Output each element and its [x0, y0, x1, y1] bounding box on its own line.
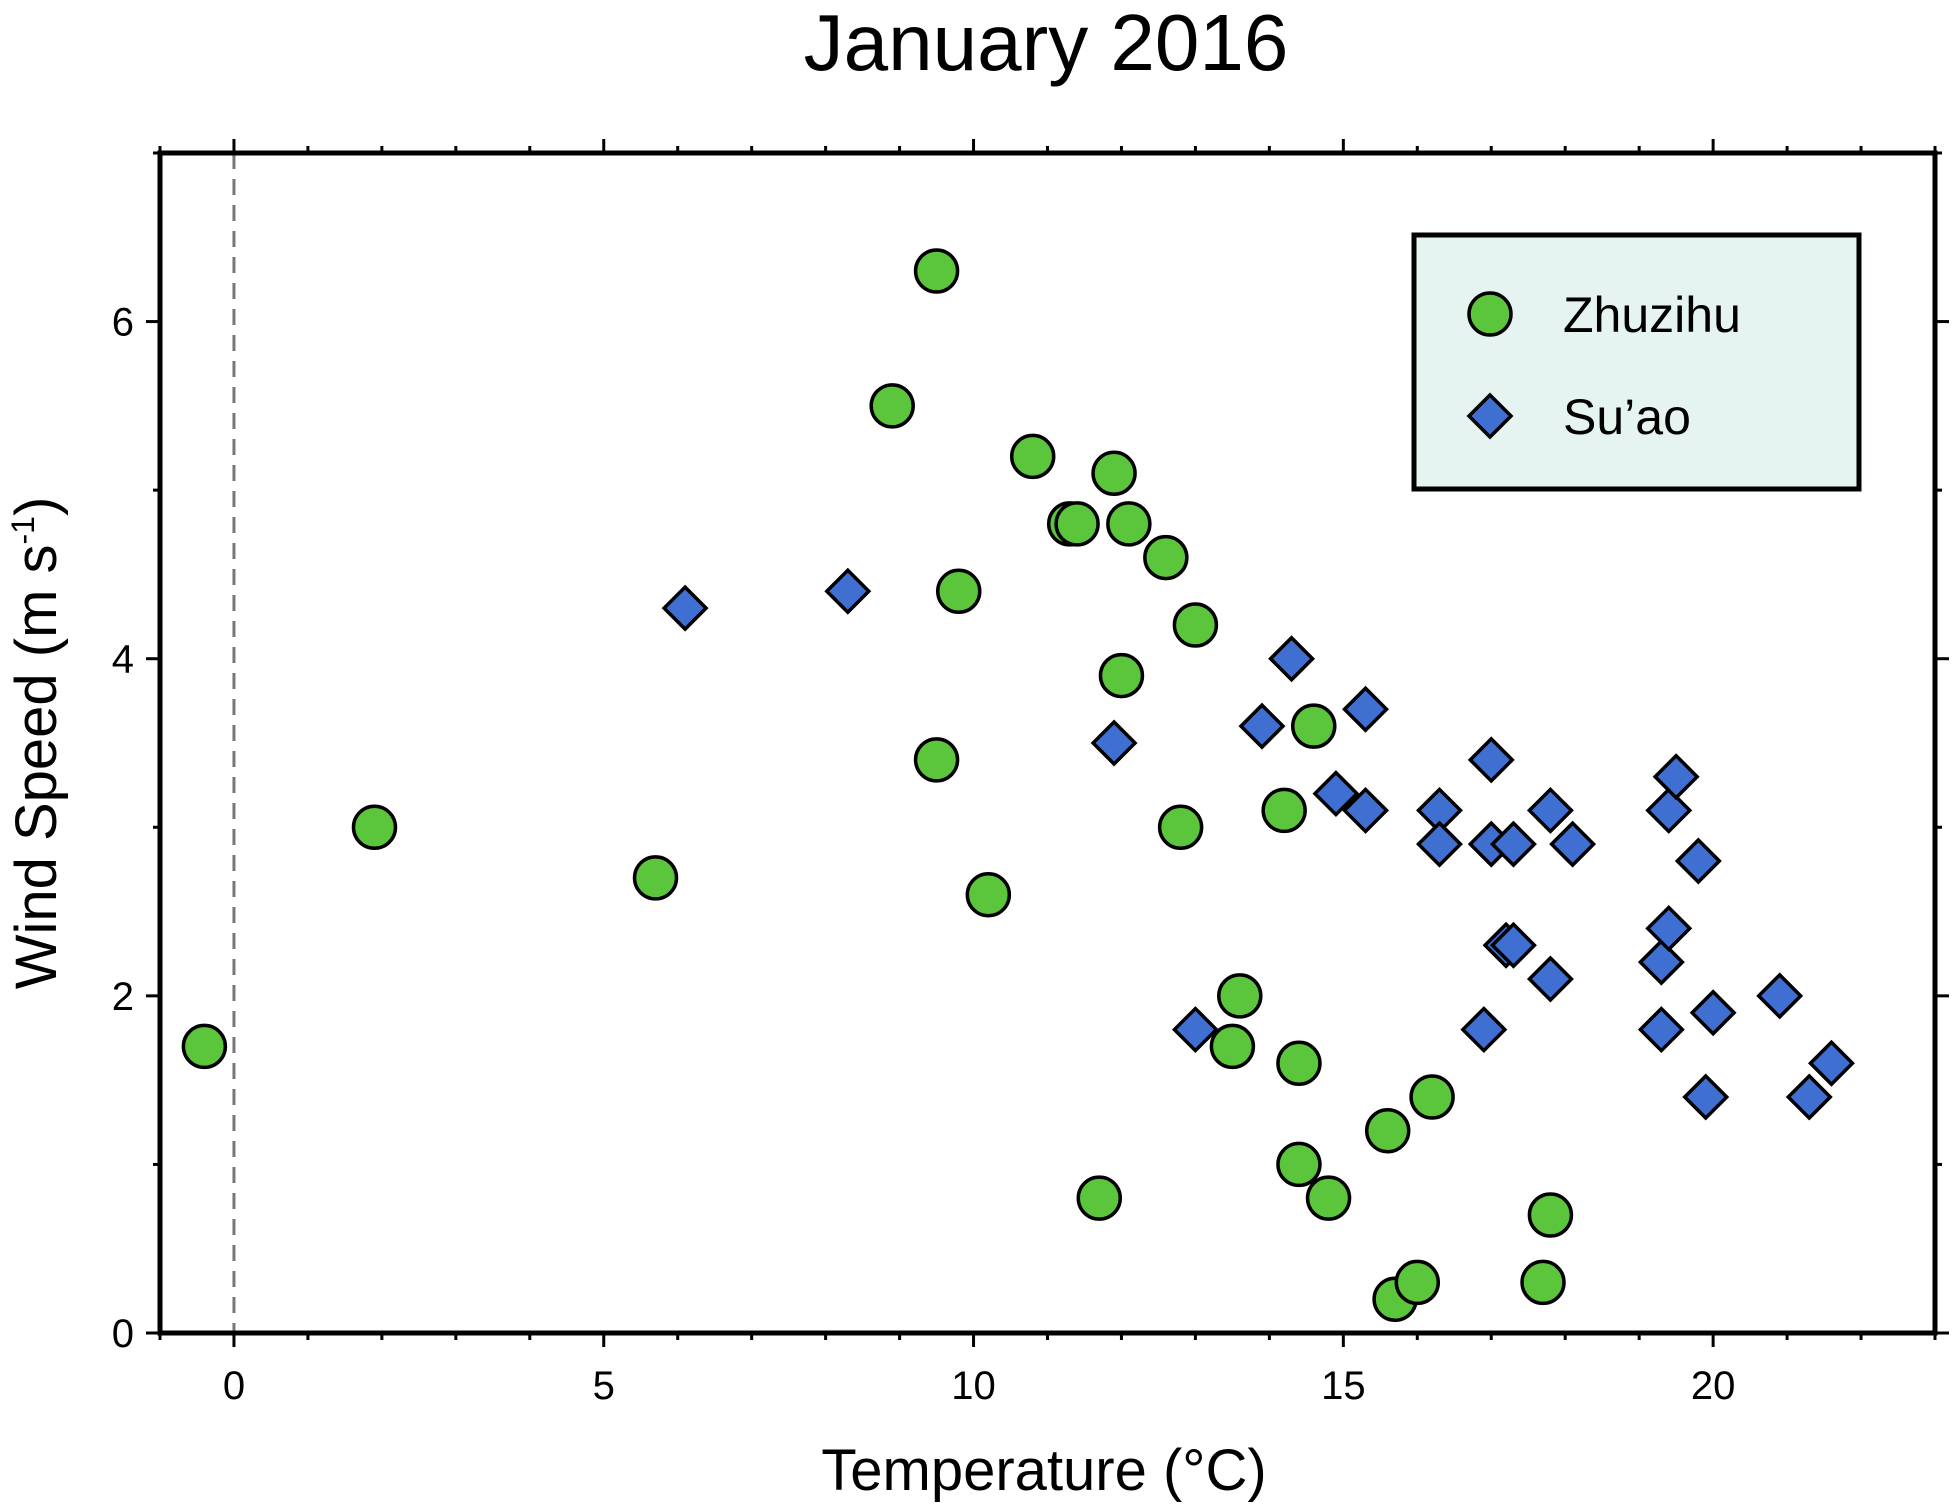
- x-tick-label: 20: [1691, 1364, 1736, 1408]
- legend-label: Su’ao: [1563, 389, 1691, 445]
- y-tick-labels: 0 2 4 6: [112, 301, 134, 1356]
- suao-point: [1460, 1006, 1508, 1054]
- suao-point: [824, 567, 872, 615]
- zhuzihu-point: [1291, 703, 1337, 749]
- chart-title: January 2016: [804, 0, 1289, 87]
- suao-point: [1342, 685, 1389, 733]
- suao-point: [1807, 1039, 1855, 1087]
- zhuzihu-point: [632, 855, 679, 901]
- suao-point: [1549, 820, 1597, 868]
- zhuzihu-point: [1106, 501, 1152, 547]
- zhuzihu-point: [1143, 534, 1189, 581]
- zhuzihu-point: [1261, 787, 1307, 834]
- suao-point: [1526, 786, 1574, 834]
- y-axis-label: Wind Speed (m s-1): [4, 497, 69, 990]
- suao-point: [1090, 719, 1138, 767]
- suao-point: [1652, 753, 1700, 801]
- y-axis-label-main: Wind Speed (m s: [4, 544, 69, 989]
- y-tick-label: 2: [112, 975, 134, 1019]
- x-tick-label: 15: [1321, 1364, 1366, 1408]
- zhuzihu-point: [1157, 804, 1204, 851]
- zhuzihu-point: [913, 737, 960, 783]
- suao-point: [1689, 989, 1737, 1037]
- zhuzihu-point: [1305, 1175, 1352, 1221]
- suao-point: [1171, 1006, 1219, 1054]
- plot-frame: [157, 150, 1938, 1336]
- x-tick-label: 5: [593, 1364, 615, 1408]
- suao-point: [1467, 736, 1515, 784]
- x-axis-label: Temperature (°C): [821, 1438, 1266, 1503]
- zhuzihu-point: [181, 1023, 228, 1070]
- legend-label: Zhuzihu: [1563, 287, 1741, 343]
- zhuzihu-point: [1091, 450, 1137, 497]
- zhuzihu-point: [1098, 652, 1145, 699]
- x-tick-label: 10: [951, 1364, 996, 1408]
- legend: Zhuzihu Su’ao: [1411, 232, 1862, 492]
- series-circle: [181, 248, 1574, 1323]
- suao-point: [1312, 770, 1360, 818]
- suao-point: [1416, 820, 1463, 868]
- legend-marker-diamond: [1466, 392, 1514, 440]
- zhuzihu-point: [913, 248, 960, 294]
- zhuzihu-point: [869, 383, 915, 429]
- zhuzihu-point: [1009, 433, 1056, 480]
- suao-point: [1674, 837, 1722, 885]
- zhuzihu-point: [351, 804, 398, 851]
- zhuzihu-point: [1409, 1074, 1455, 1120]
- zhuzihu-point: [1276, 1141, 1322, 1188]
- zhuzihu-point: [1276, 1040, 1322, 1087]
- zhuzihu-point: [1527, 1192, 1574, 1238]
- suao-point: [1342, 786, 1389, 834]
- suao-point: [1682, 1073, 1730, 1121]
- suao-point: [1489, 820, 1537, 868]
- zhuzihu-point: [965, 871, 1012, 918]
- suao-point: [1645, 904, 1693, 952]
- suao-point: [1785, 1073, 1833, 1121]
- y-axis-label-end: ): [4, 497, 69, 516]
- legend-box: [1411, 232, 1862, 492]
- suao-point: [1268, 635, 1316, 683]
- legend-marker-circle: [1467, 291, 1513, 337]
- y-tick-label: 0: [112, 1312, 134, 1356]
- suao-point: [1756, 972, 1804, 1020]
- series-diamond: [661, 567, 1855, 1121]
- suao-point: [1637, 1006, 1685, 1054]
- legend-items: Zhuzihu Su’ao: [1466, 287, 1741, 445]
- y-tick-label: 6: [112, 301, 134, 345]
- zhuzihu-point: [1520, 1259, 1566, 1306]
- suao-point: [661, 584, 709, 632]
- y-axis-label-superscript: -1: [5, 516, 41, 544]
- suao-point: [1489, 921, 1537, 969]
- zhuzihu-point: [1209, 1023, 1256, 1070]
- x-tick-label: 0: [223, 1364, 245, 1408]
- suao-point: [1637, 938, 1685, 986]
- zhuzihu-point: [1364, 1107, 1411, 1154]
- suao-point: [1238, 702, 1286, 750]
- y-tick-label: 4: [112, 638, 134, 682]
- zhuzihu-point: [936, 568, 982, 615]
- zhuzihu-point: [1054, 501, 1100, 547]
- x-tick-labels: 0 5 10 15 20: [223, 1364, 1736, 1408]
- zhuzihu-point: [1394, 1259, 1441, 1306]
- suao-point: [1645, 786, 1693, 834]
- zhuzihu-point: [1172, 602, 1219, 648]
- data-points: [181, 248, 1855, 1323]
- suao-point: [1526, 955, 1574, 1003]
- zhuzihu-point: [1217, 973, 1263, 1019]
- zhuzihu-point: [1076, 1175, 1123, 1221]
